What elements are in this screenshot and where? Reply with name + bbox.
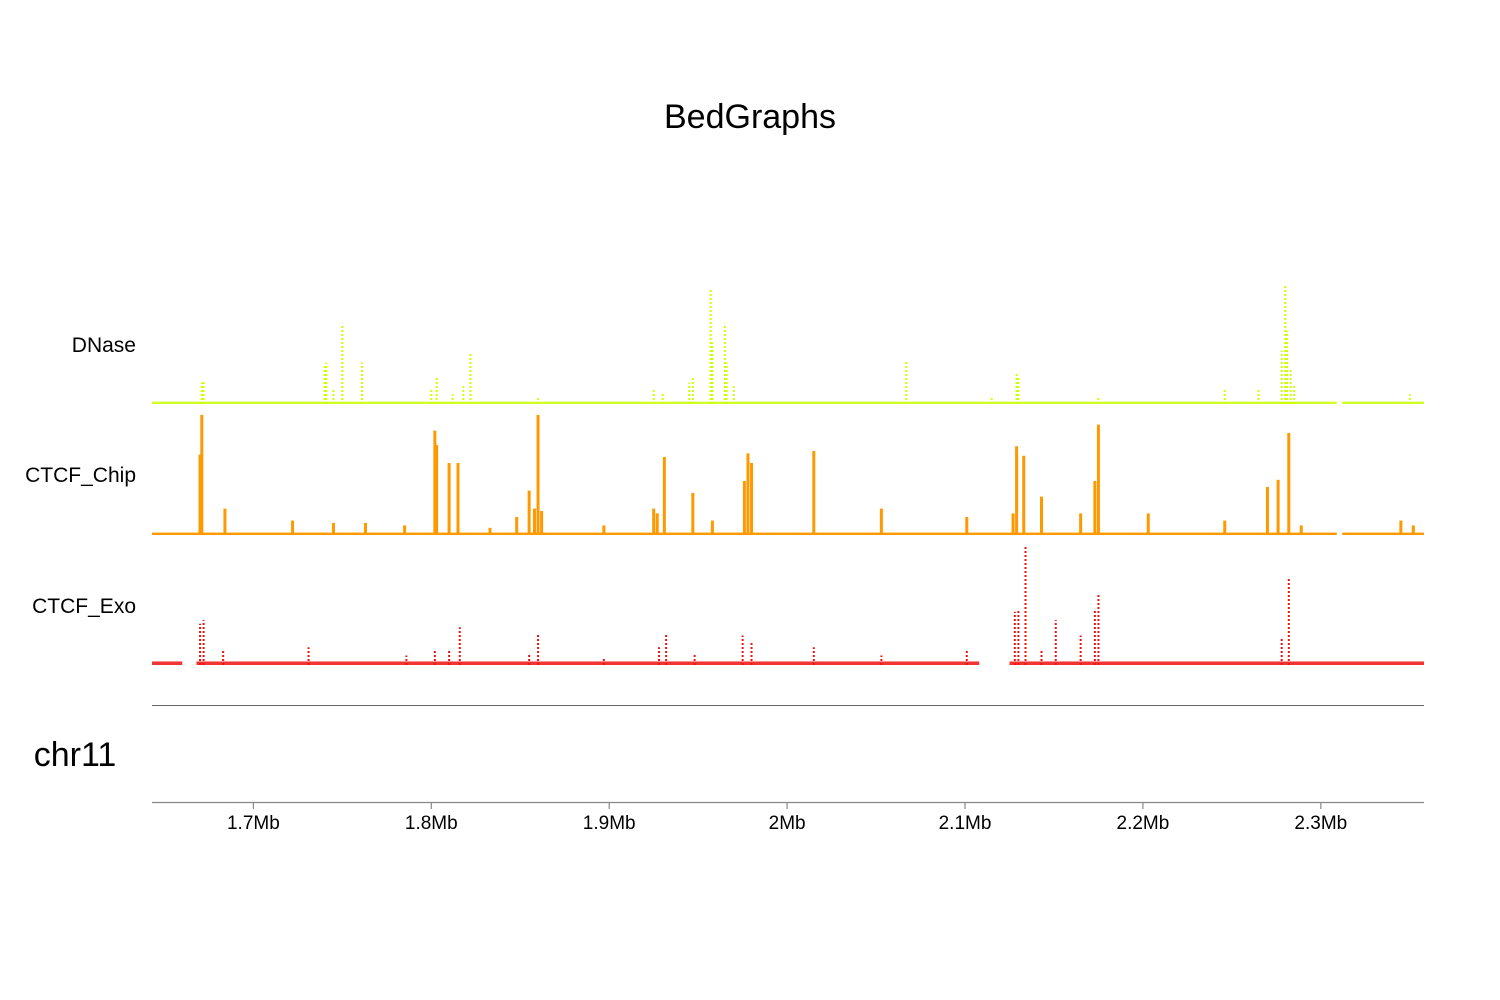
track-ctcf-chip <box>152 415 1424 535</box>
tick-label: 1.9Mb <box>583 813 636 834</box>
track-label-dnase: DNase <box>72 334 136 357</box>
track-ctcf-exo <box>152 547 1424 665</box>
baseline-signal <box>196 661 980 665</box>
track-label-ctcf-exo: CTCF_Exo <box>32 595 136 618</box>
signal-tracks <box>152 286 1424 665</box>
baseline-signal <box>152 661 183 665</box>
tick-label: 1.7Mb <box>227 813 280 834</box>
track-label-ctcf-chip: CTCF_Chip <box>25 464 136 487</box>
tick-label: 2Mb <box>769 813 806 834</box>
tick-label: 2.2Mb <box>1117 813 1170 834</box>
track-labels: DNase CTCF_Chip CTCF_Exo <box>25 334 136 618</box>
chart-title: BedGraphs <box>664 98 836 136</box>
baseline-signal <box>1342 401 1424 404</box>
baseline-signal <box>1009 661 1424 665</box>
track-dnase <box>152 286 1424 404</box>
baseline-signal <box>152 401 1337 404</box>
tick-label: 2.1Mb <box>939 813 992 834</box>
axis-ticks: 1.7Mb 1.8Mb 1.9Mb 2Mb 2.1Mb 2.2Mb 2.3Mb <box>227 802 1347 834</box>
tick-label: 1.8Mb <box>405 813 458 834</box>
tick-label: 2.3Mb <box>1294 813 1347 834</box>
chromosome-label: chr11 <box>34 736 117 774</box>
baseline-signal <box>1342 532 1424 535</box>
